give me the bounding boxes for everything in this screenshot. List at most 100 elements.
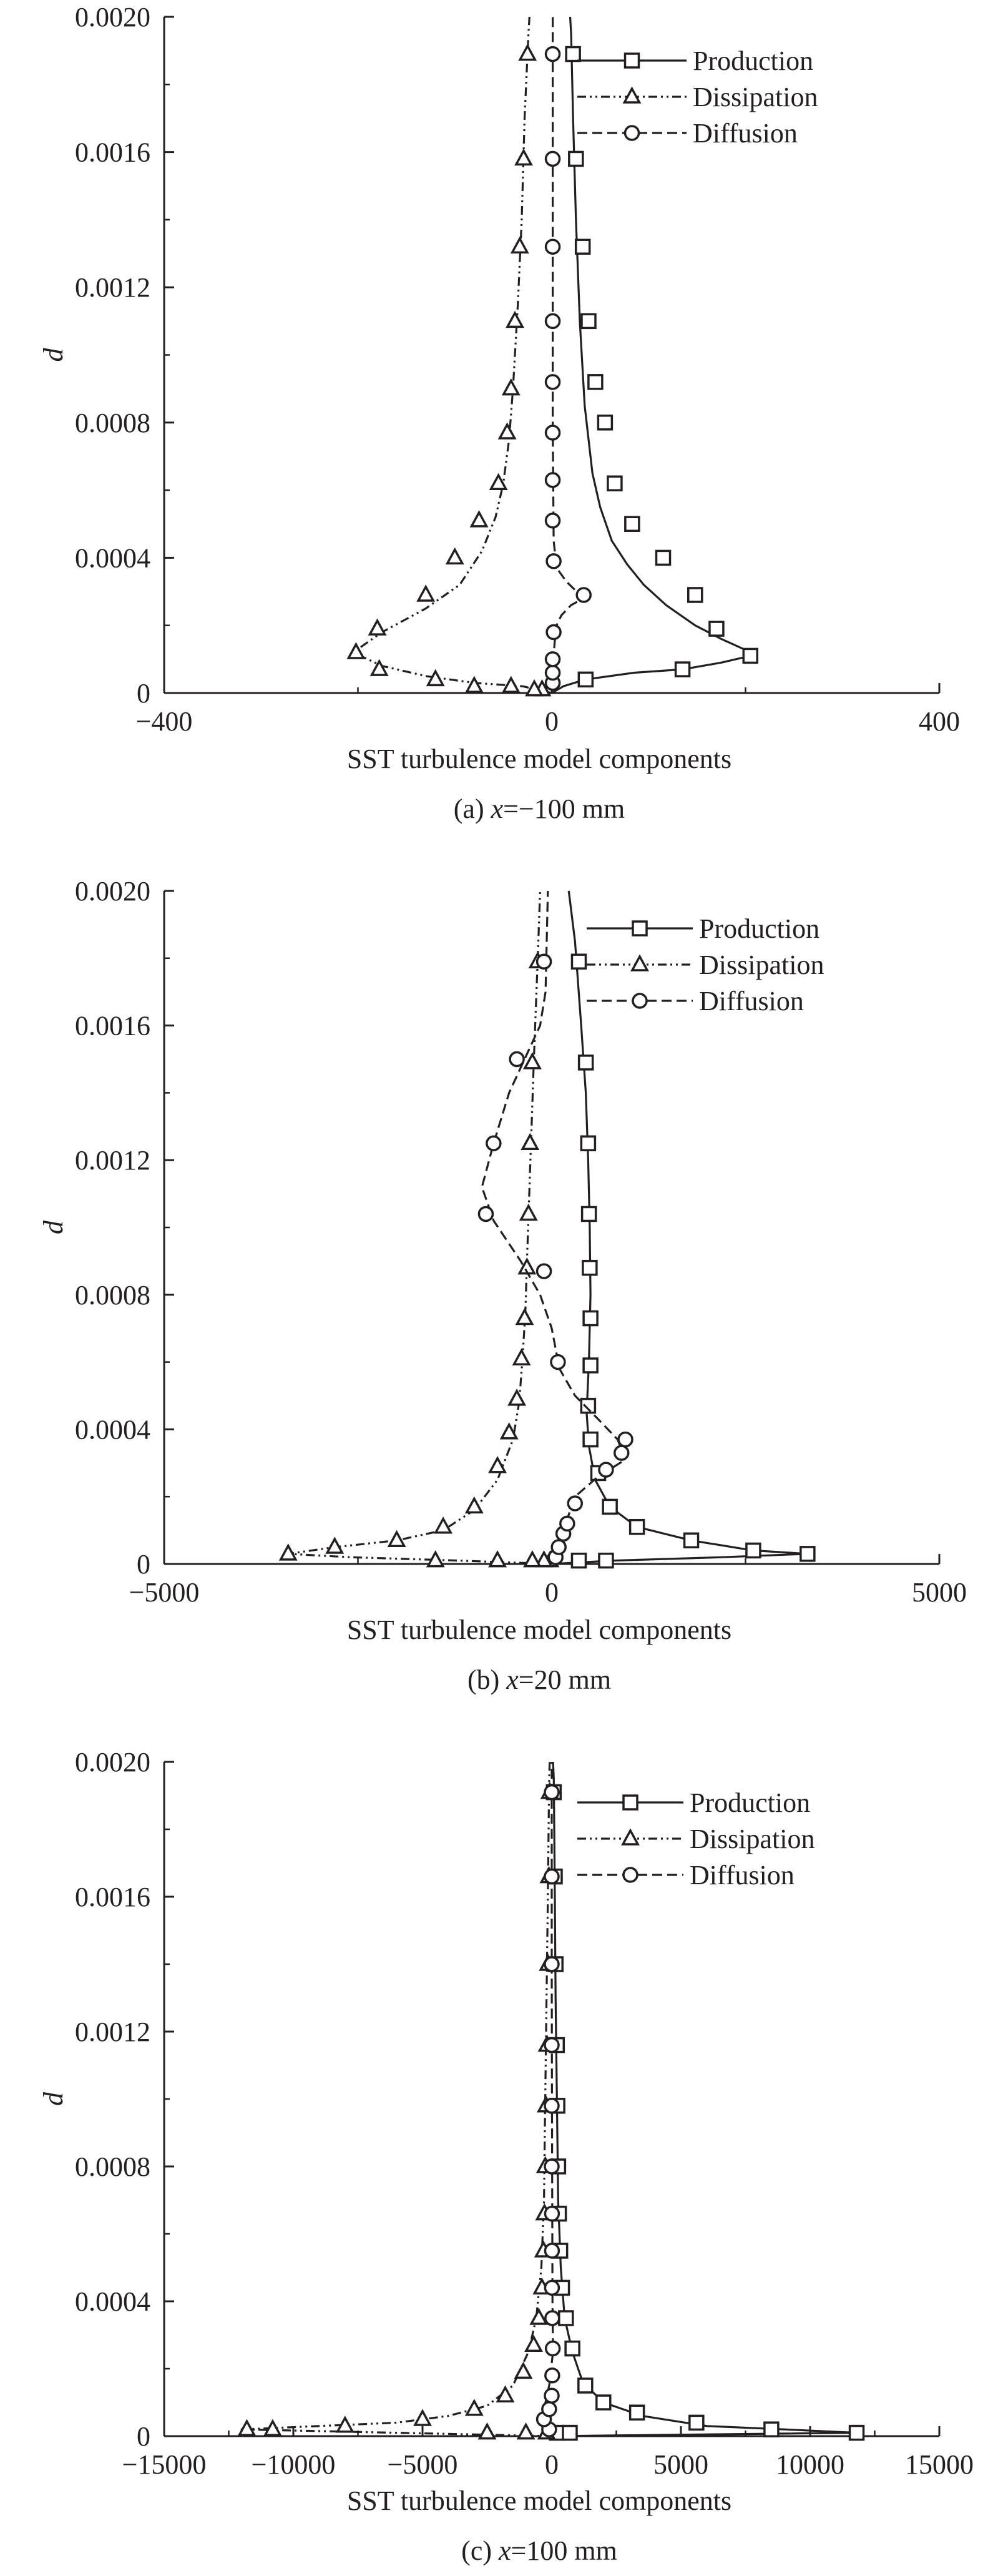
y-tick-label: 0.0008: [75, 408, 150, 438]
y-tick-label: 0.0004: [75, 543, 150, 573]
diffusion-point: [486, 1135, 502, 1151]
dissipation-point: [413, 2409, 432, 2426]
diffusion-point: [617, 1431, 633, 1448]
caption-suffix: =20 mm: [519, 1664, 611, 1695]
dissipation-point: [469, 510, 489, 528]
dissipation-point: [416, 584, 436, 602]
dissipation-point: [501, 676, 521, 693]
diffusion-point: [541, 2401, 557, 2417]
legend-label: Diffusion: [690, 1860, 795, 1890]
production-point: [577, 1054, 594, 1071]
production-point: [595, 2394, 612, 2411]
y-tick-label: 0.0016: [75, 1882, 150, 1912]
y-tick-label: 0: [137, 678, 150, 709]
production-point: [848, 2424, 865, 2441]
production-point: [763, 2421, 780, 2437]
legend-marker: [622, 1867, 638, 1883]
dissipation-point: [477, 2422, 497, 2440]
production-point: [742, 647, 759, 664]
dissipation-point: [369, 659, 389, 676]
dissipation-line: [240, 1761, 552, 2437]
legend-label: Production: [693, 46, 813, 76]
production-point: [687, 587, 703, 603]
legend-marker: [622, 1794, 638, 1811]
y-tick-label: 0.0016: [75, 137, 150, 168]
dissipation-point: [387, 1530, 406, 1548]
production-point: [565, 46, 581, 62]
production-point: [562, 2424, 578, 2441]
dissipation-point: [529, 2308, 549, 2325]
diffusion-point: [567, 1495, 584, 1512]
diffusion-point: [544, 2387, 560, 2404]
series-production: [551, 890, 816, 1569]
diffusion-point: [544, 2367, 560, 2384]
dissipation-point: [488, 1456, 507, 1473]
diffusion-point: [544, 374, 561, 390]
legend-marker: [632, 920, 648, 937]
production-point: [577, 671, 594, 688]
legend: Production Dissipation Diffusion: [577, 46, 818, 149]
production-point: [580, 1397, 597, 1414]
dissipation-point: [489, 473, 508, 491]
series-production: [551, 16, 759, 694]
x-tick-label: 400: [919, 706, 960, 737]
x-tick-label: −15000: [122, 2449, 207, 2480]
diffusion-point: [544, 1868, 560, 1885]
dissipation-point: [368, 618, 387, 636]
diffusion-point: [544, 1784, 560, 1801]
y-tick-label: 0.0012: [75, 1145, 150, 1176]
panel-caption: (b) x=20 mm: [467, 1664, 611, 1695]
y-axis-title: d: [38, 348, 69, 362]
dissipation-line: [352, 16, 552, 694]
x-tick-label: 10000: [776, 2449, 844, 2480]
dissipation-point: [496, 2385, 515, 2402]
legend: Production Dissipation Diffusion: [577, 1787, 814, 1890]
y-tick-label: 0.0020: [75, 2, 150, 32]
series-dissipation: [237, 1761, 559, 2440]
dissipation-point: [278, 1543, 298, 1561]
caption-prefix: (a): [454, 794, 491, 824]
legend-marker: [622, 86, 642, 104]
diffusion-point: [544, 2205, 560, 2222]
dissipation-point: [346, 642, 366, 659]
production-point: [607, 475, 623, 492]
production-line: [551, 16, 751, 694]
legend-label: Dissipation: [693, 82, 818, 112]
y-tick-label: 0.0004: [75, 1414, 150, 1445]
production-point: [708, 621, 725, 637]
y-axis-title: d: [38, 2092, 69, 2106]
y-tick-label: 0.0020: [75, 876, 150, 907]
diffusion-point: [575, 587, 592, 603]
production-point: [597, 415, 614, 431]
diffusion-point: [544, 313, 561, 330]
legend-marker: [624, 125, 640, 141]
dissipation-point: [426, 669, 445, 687]
diffusion-point: [544, 2037, 560, 2053]
y-tick-label: 0.0020: [75, 1747, 150, 1777]
x-tick-label: 0: [545, 1577, 559, 1608]
dissipation-point: [514, 148, 533, 166]
production-point: [558, 2310, 574, 2326]
production-point: [602, 1498, 618, 1515]
diffusion-point: [544, 238, 561, 255]
caption-variable: x: [491, 794, 504, 824]
production-point: [570, 1552, 587, 1569]
production-point: [564, 2340, 580, 2357]
diffusion-point: [544, 2340, 561, 2357]
production-point: [628, 1518, 645, 1535]
diffusion-point: [544, 472, 561, 488]
dissipation-point: [515, 1307, 534, 1325]
y-tick-label: 0: [137, 1549, 150, 1580]
legend-label: Diffusion: [693, 118, 798, 149]
y-tick-label: 0.0008: [75, 2151, 150, 2182]
legend-label: Diffusion: [699, 986, 804, 1016]
y-tick-label: 0.0012: [75, 2017, 150, 2047]
dissipation-point: [521, 1133, 540, 1150]
diffusion-point: [477, 1206, 494, 1222]
caption-suffix: =−100 mm: [503, 794, 625, 824]
production-point: [568, 150, 584, 167]
dissipation-point: [512, 1348, 531, 1365]
y-tick-label: 0.0004: [75, 2286, 150, 2317]
